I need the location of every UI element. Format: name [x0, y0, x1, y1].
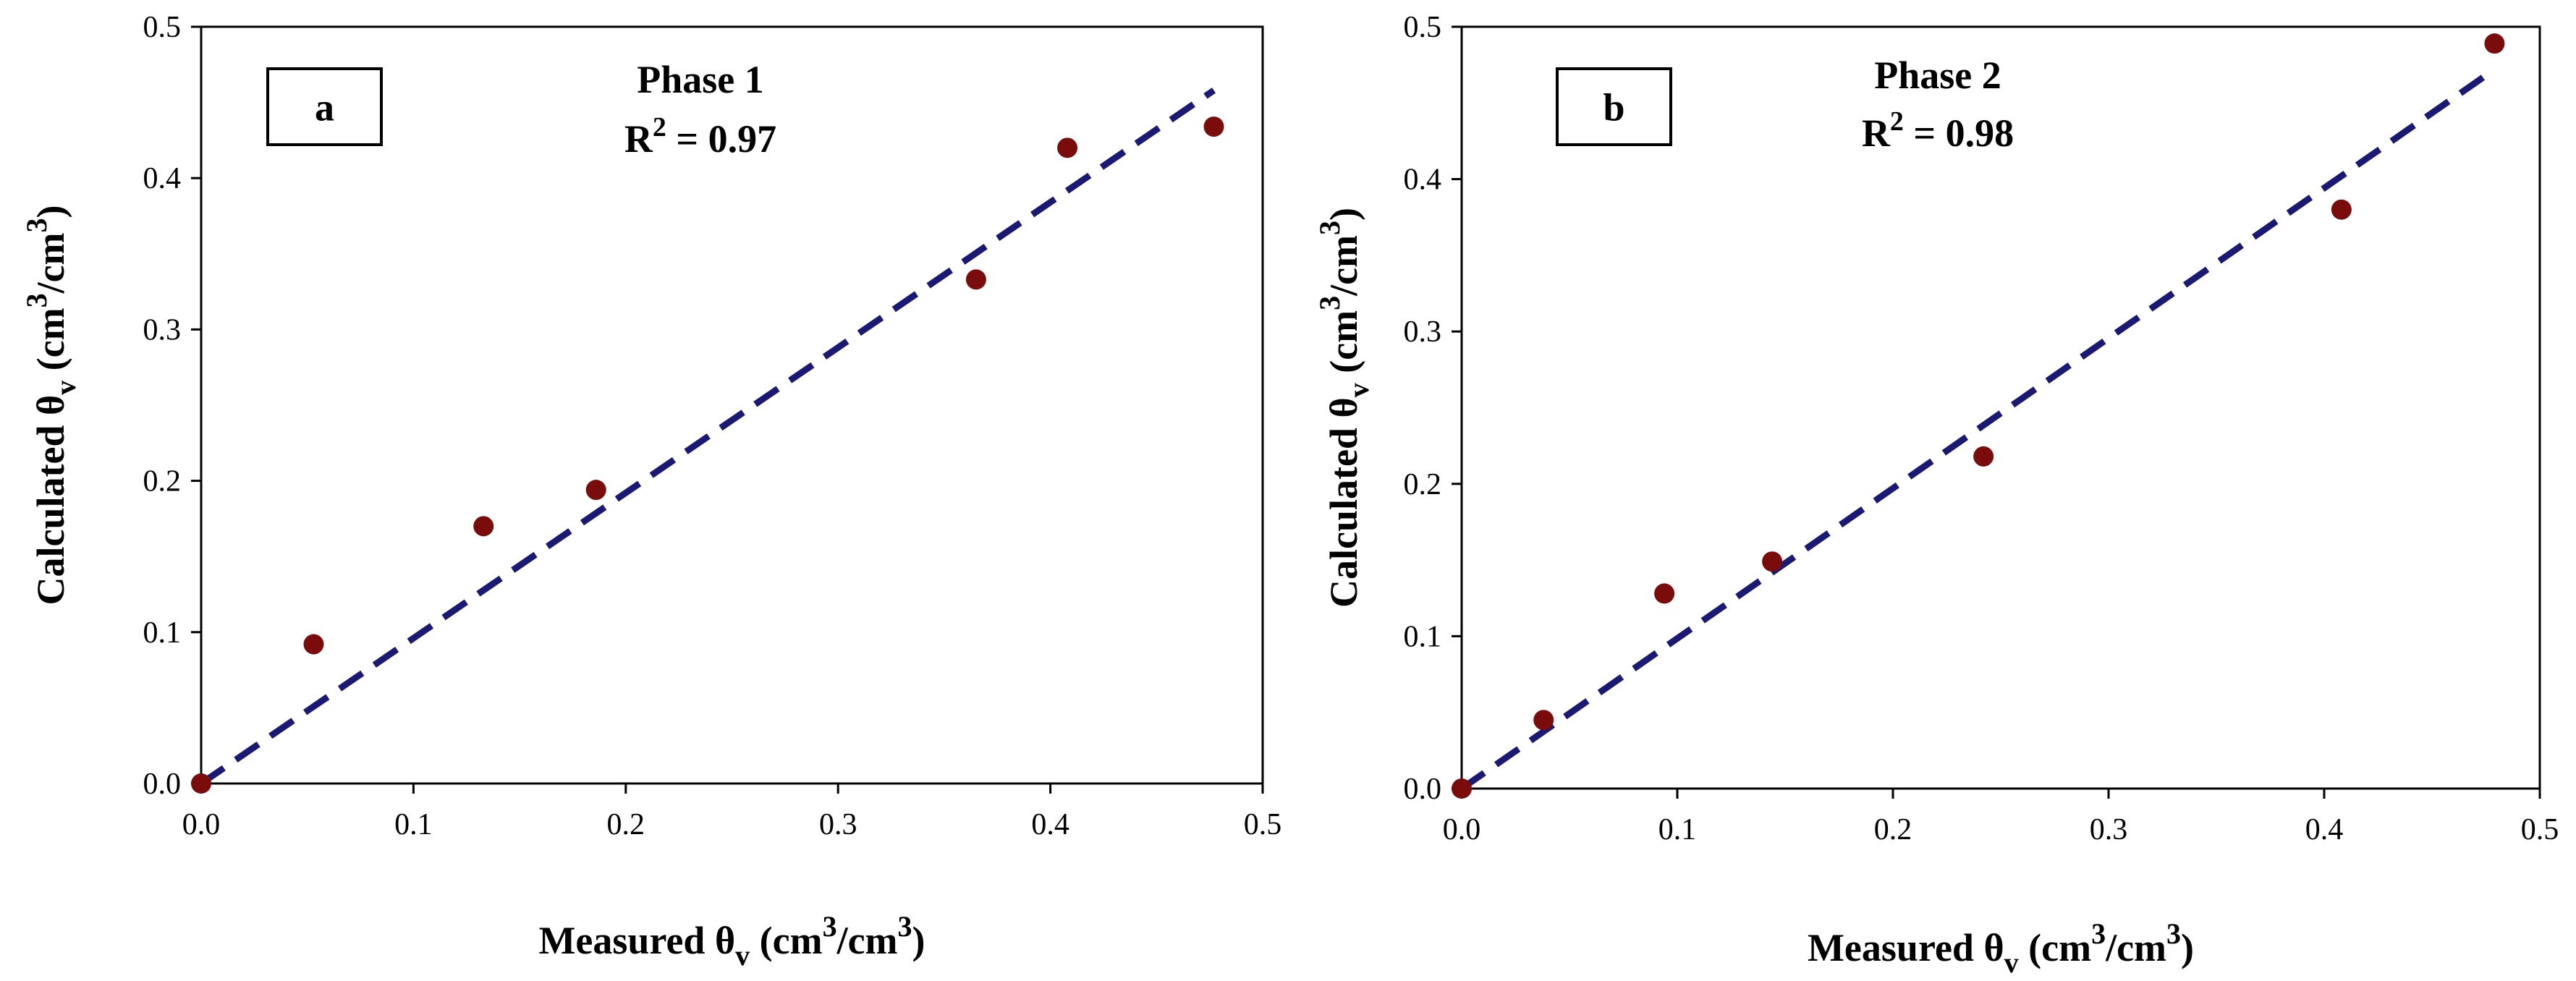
- y-tick-label: 0.5: [143, 11, 182, 44]
- y-axis-title-main: Calculated θ: [1322, 397, 1365, 608]
- x-tick-label: 0.5: [2521, 813, 2559, 846]
- x-axis-title-sub: v: [735, 939, 750, 972]
- y-axis-title-main: Calculated θ: [29, 395, 72, 606]
- r-squared-symbol: R: [624, 117, 653, 161]
- x-axis-title: Measured θv (cm3/cm3): [538, 910, 925, 972]
- r-squared-annotation: R2 = 0.97: [624, 112, 776, 161]
- data-point: [191, 773, 211, 794]
- chart-panel-a: 0.0 0.1 0.2 0.3 0.4 0.5 0.0 0.1 0.2 0.3 0.4 0.5 a Pha…: [20, 11, 1281, 972]
- y-axis-title-sub: v: [1342, 383, 1375, 397]
- x-tick-label: 0.2: [607, 808, 645, 841]
- y-tick-label: 0.3: [1404, 315, 1442, 349]
- data-point: [1203, 116, 1224, 137]
- x-tick-label: 0.3: [2090, 813, 2128, 846]
- panel-label: b: [1603, 86, 1624, 129]
- x-tick-label: 0.1: [394, 808, 433, 841]
- y-axis-title-unit-mid: /cm: [1322, 235, 1365, 297]
- y-axis-title: Calculated θv (cm3/cm3): [1313, 208, 1375, 608]
- r-squared-exponent: 2: [1890, 106, 1904, 137]
- r-squared-annotation: R2 = 0.98: [1862, 106, 2014, 155]
- x-tick-label: 0.0: [1443, 813, 1481, 846]
- data-point: [1057, 137, 1078, 158]
- x-axis-title-unit-open: (cm: [2019, 926, 2091, 969]
- y-tick-label: 0.2: [143, 465, 182, 498]
- y-axis-title-unit-sup2: 3: [1313, 221, 1346, 235]
- data-point: [585, 480, 606, 501]
- y-axis-title-unit-mid: /cm: [29, 232, 72, 294]
- y-tick-label: 0.2: [1404, 468, 1442, 501]
- x-tick-label: 0.3: [819, 808, 857, 841]
- data-point: [1762, 551, 1783, 572]
- y-axis-title-unit-sup2: 3: [20, 218, 53, 232]
- data-point: [1973, 446, 1994, 467]
- y-axis-title-unit-open: (cm: [29, 307, 72, 380]
- data-point: [303, 634, 324, 655]
- data-point: [2484, 33, 2505, 54]
- data-point: [965, 269, 986, 290]
- y-axis-title-unit-open: (cm: [1322, 310, 1365, 383]
- x-axis-title-unit-mid: /cm: [2105, 926, 2166, 969]
- x-axis-title-unit-sup1: 3: [2091, 917, 2106, 950]
- y-tick-label: 0.3: [143, 313, 182, 347]
- y-tick-label: 0.1: [1404, 620, 1442, 653]
- y-axis-title-unit-sup1: 3: [1313, 296, 1346, 310]
- y-tick-label: 0.4: [143, 162, 182, 195]
- panel-label: a: [315, 86, 334, 129]
- x-axis-title-unit-open: (cm: [750, 919, 822, 962]
- regression-fit-line: [199, 88, 1216, 786]
- y-axis-title-sub: v: [49, 381, 82, 395]
- x-axis-title-unit-mid: /cm: [836, 919, 898, 962]
- data-point: [2331, 199, 2352, 220]
- y-axis-title-unit-close: ): [1322, 208, 1365, 221]
- y-axis-title-unit-close: ): [29, 205, 72, 218]
- x-axis-title-unit-sup1: 3: [823, 910, 837, 943]
- x-axis-title-unit-sup2: 3: [2166, 917, 2181, 950]
- data-point: [1452, 778, 1472, 799]
- x-axis-title-sub: v: [2004, 946, 2019, 979]
- data-point: [1533, 710, 1554, 731]
- chart-panel-b: 0.0 0.1 0.2 0.3 0.4 0.5 0.0 0.1 0.2 0.3 0.4 0.5 b Pha…: [1313, 11, 2559, 979]
- y-axis-title-group: Calculated θv (cm3/cm3): [1313, 208, 1375, 608]
- x-tick-label: 0.0: [182, 808, 221, 841]
- x-tick-label: 0.2: [1874, 813, 1912, 846]
- r-squared-exponent: 2: [653, 112, 666, 143]
- panel-label-box: [1556, 67, 1672, 146]
- panel-label-box: [266, 67, 383, 146]
- data-point: [473, 516, 494, 537]
- phase-title: Phase 2: [1874, 54, 2001, 97]
- x-axis-title-unit-close: ): [2181, 926, 2194, 969]
- x-tick-label: 0.5: [1244, 808, 1282, 841]
- y-axis-title-group: Calculated θv (cm3/cm3): [20, 205, 82, 605]
- x-axis-title-unit-close: ): [912, 919, 925, 962]
- r-squared-value: = 0.97: [666, 117, 776, 161]
- x-tick-label: 0.4: [2305, 813, 2344, 846]
- x-tick-label: 0.1: [1658, 813, 1697, 846]
- y-tick-label: 0.1: [143, 616, 182, 650]
- r-squared-symbol: R: [1862, 111, 1891, 155]
- x-axis-title-unit-sup2: 3: [898, 910, 912, 943]
- regression-fit-line: [1459, 67, 2496, 791]
- y-tick-label: 0.4: [1404, 164, 1442, 197]
- x-tick-label: 0.4: [1031, 808, 1069, 841]
- y-tick-label: 0.5: [1404, 11, 1442, 44]
- y-axis-title-unit-sup1: 3: [20, 293, 53, 307]
- data-point: [1654, 583, 1675, 604]
- r-squared-value: = 0.98: [1904, 111, 2014, 155]
- x-axis-title: Measured θv (cm3/cm3): [1808, 917, 2194, 979]
- y-axis-title: Calculated θv (cm3/cm3): [20, 205, 82, 605]
- plot-area-frame: [200, 25, 1264, 785]
- x-axis-title-main: Measured θ: [1808, 926, 2004, 969]
- phase-title: Phase 1: [637, 58, 764, 101]
- x-axis-title-main: Measured θ: [538, 919, 735, 962]
- y-tick-label: 0.0: [143, 768, 182, 801]
- plot-area-frame: [1460, 25, 2541, 790]
- y-tick-label: 0.0: [1404, 773, 1442, 806]
